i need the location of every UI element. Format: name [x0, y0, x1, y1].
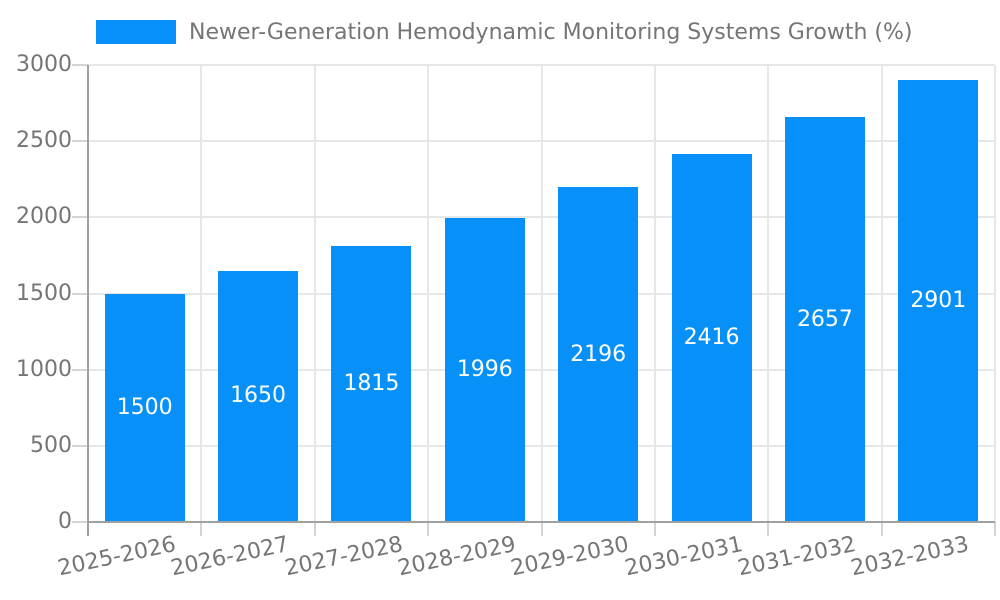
y-axis-tick: [72, 140, 88, 143]
x-axis-tick: [767, 522, 770, 536]
x-axis-tick-label: 2032-2033: [849, 532, 972, 582]
x-axis-tick-label: 2030-2031: [622, 532, 745, 582]
y-axis-tick: [72, 292, 88, 295]
x-axis-tick-label: 2026-2027: [168, 532, 292, 582]
y-axis-tick: [72, 64, 88, 66]
legend[interactable]: Newer-Generation Hemodynamic Monitoring …: [96, 18, 912, 46]
bar[interactable]: [444, 217, 525, 522]
y-axis-line: [87, 65, 89, 536]
x-axis-tick-label: 2029-2030: [508, 532, 632, 582]
y-axis-tick: [72, 216, 88, 219]
x-axis-tick: [880, 522, 883, 536]
bar-value-label: 1650: [230, 383, 287, 409]
x-axis-tick: [653, 522, 656, 536]
x-axis-tick: [427, 522, 430, 536]
y-axis-tick: [72, 444, 88, 447]
gridline-vertical: [994, 65, 996, 522]
bar[interactable]: [898, 80, 979, 522]
bar[interactable]: [558, 187, 639, 522]
gridline-vertical: [540, 65, 543, 522]
bar-value-label: 2657: [796, 306, 853, 332]
gridline-vertical: [427, 65, 430, 522]
bar-value-label: 1996: [456, 356, 513, 382]
bar-value-label: 1815: [343, 370, 400, 396]
bar-value-label: 2901: [910, 288, 967, 314]
y-axis-tick-label: 3000: [16, 52, 72, 77]
x-axis-tick: [540, 522, 543, 536]
bar-value-label: 2196: [570, 341, 627, 367]
gridline-vertical: [767, 65, 770, 522]
x-axis-tick: [994, 522, 996, 536]
y-axis-tick-label: 1500: [16, 280, 72, 306]
y-axis-tick-label: 500: [30, 432, 72, 458]
gridline-vertical: [880, 65, 883, 522]
bar[interactable]: [218, 270, 299, 522]
x-axis-tick-label: 2031-2032: [735, 532, 859, 582]
y-axis-tick-label: 0: [58, 509, 72, 534]
y-axis-tick-label: 2000: [16, 204, 72, 230]
bar-value-label: 1500: [116, 394, 173, 420]
x-axis-tick-label: 2025-2026: [55, 532, 178, 582]
legend-label: Newer-Generation Hemodynamic Monitoring …: [189, 19, 913, 45]
x-axis-tick-label: 2028-2029: [395, 532, 519, 582]
bar[interactable]: [331, 245, 412, 522]
gridline-vertical: [653, 65, 656, 522]
x-axis-tick: [200, 522, 203, 536]
gridline-vertical: [313, 65, 316, 522]
y-axis-tick: [72, 521, 88, 523]
x-axis-tick: [313, 522, 316, 536]
bar[interactable]: [104, 293, 185, 522]
y-axis-tick-label: 2500: [16, 128, 72, 154]
x-axis-line: [87, 521, 995, 523]
gridline-vertical: [200, 65, 203, 522]
y-axis-tick: [72, 368, 88, 371]
bar[interactable]: [784, 117, 865, 522]
y-axis-tick-label: 1000: [16, 356, 72, 382]
bar[interactable]: [671, 153, 752, 522]
bar-value-label: 2416: [683, 324, 740, 350]
x-axis-tick-label: 2027-2028: [282, 532, 405, 582]
legend-swatch: [96, 20, 176, 44]
